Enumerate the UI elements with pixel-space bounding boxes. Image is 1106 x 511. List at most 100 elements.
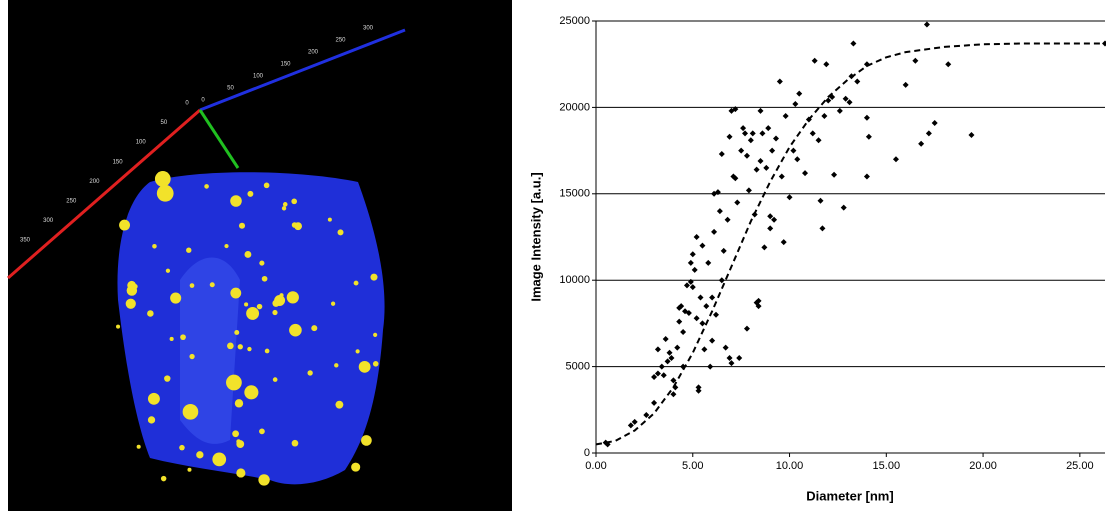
- data-point: [818, 198, 824, 204]
- nanoparticle: [274, 295, 285, 306]
- blue-axis-label: 50: [227, 86, 234, 92]
- data-point: [727, 355, 733, 361]
- data-point: [701, 346, 707, 352]
- blue-axis-label: 200: [308, 50, 319, 56]
- data-point: [728, 360, 734, 366]
- nanoparticle: [164, 375, 170, 381]
- data-point: [968, 132, 974, 138]
- data-point: [831, 172, 837, 178]
- nanoparticle: [272, 310, 277, 315]
- data-point: [771, 217, 777, 223]
- data-point: [837, 108, 843, 114]
- nanoparticle: [257, 304, 263, 310]
- nanoparticle: [152, 244, 157, 249]
- data-point: [670, 391, 676, 397]
- data-point: [696, 384, 702, 390]
- data-point: [864, 115, 870, 121]
- x-tick-label: 10.00: [776, 460, 804, 472]
- data-point: [655, 346, 661, 352]
- nanoparticle: [148, 393, 160, 405]
- data-point: [719, 151, 725, 157]
- data-point: [740, 125, 746, 131]
- nanoparticle: [116, 325, 120, 329]
- nanoparticle: [289, 324, 302, 337]
- data-point: [854, 78, 860, 84]
- nanoparticle: [180, 334, 186, 340]
- nanoparticle: [262, 276, 268, 282]
- nanoparticle: [119, 220, 130, 231]
- data-point: [676, 319, 682, 325]
- data-point: [773, 136, 779, 142]
- nanoparticle: [373, 333, 377, 337]
- red-axis-label: 350: [20, 238, 31, 244]
- nanoparticle: [246, 307, 259, 320]
- nanoparticle: [273, 377, 278, 382]
- nanoparticle: [179, 445, 185, 451]
- data-point: [823, 61, 829, 67]
- data-point: [864, 174, 870, 180]
- nanoparticle: [354, 281, 359, 286]
- data-point: [707, 364, 713, 370]
- nanoparticle: [196, 451, 203, 458]
- data-point: [759, 130, 765, 136]
- nanoparticle: [161, 476, 166, 481]
- nanoparticle: [147, 310, 154, 317]
- nanoparticle: [238, 344, 243, 349]
- data-point: [668, 355, 674, 361]
- data-point: [717, 208, 723, 214]
- data-point: [767, 213, 773, 219]
- red-axis-label: 250: [66, 198, 77, 204]
- data-point: [651, 400, 657, 406]
- data-point: [761, 244, 767, 250]
- nanoparticle: [311, 325, 317, 331]
- data-point: [709, 338, 715, 344]
- nanoparticle: [190, 283, 195, 288]
- data-point: [736, 355, 742, 361]
- data-point: [734, 199, 740, 205]
- nanoparticle: [292, 222, 298, 228]
- nanoparticle: [258, 474, 269, 485]
- data-point: [699, 320, 705, 326]
- red-axis-label: 200: [89, 179, 100, 185]
- data-point: [893, 156, 899, 162]
- nanoparticle: [224, 244, 228, 248]
- nanoparticle: [157, 185, 174, 202]
- figure: 350300250200150100500050100150200250300 …: [0, 0, 1106, 511]
- y-tick-label: 20000: [559, 101, 590, 113]
- data-point: [655, 371, 661, 377]
- data-point: [727, 134, 733, 140]
- red-axis-label: 300: [43, 218, 54, 224]
- nanoparticle: [244, 302, 248, 306]
- nanoparticle: [236, 439, 241, 444]
- blue-axis-label: 100: [253, 74, 264, 80]
- data-point: [903, 82, 909, 88]
- data-point: [699, 243, 705, 249]
- nanoparticle: [361, 435, 372, 446]
- data-point: [665, 358, 671, 364]
- data-point: [810, 130, 816, 136]
- data-point: [663, 336, 669, 342]
- data-point: [779, 174, 785, 180]
- blue-axis-label: 150: [280, 62, 291, 68]
- nanoparticle: [148, 416, 155, 423]
- data-point: [694, 234, 700, 240]
- data-point: [723, 345, 729, 351]
- x-tick-label: 5.00: [682, 460, 703, 472]
- data-point: [705, 260, 711, 266]
- data-point: [924, 21, 930, 27]
- nanoparticle: [307, 370, 312, 375]
- data-point: [711, 229, 717, 235]
- blue-axis-label: 300: [363, 26, 374, 32]
- nanoparticle: [230, 195, 242, 207]
- data-point: [748, 137, 754, 143]
- data-point: [680, 329, 686, 335]
- nanoparticle: [234, 330, 239, 335]
- data-point: [690, 284, 696, 290]
- nanoparticle: [244, 251, 251, 258]
- page: {"render": {"red_axis_labels": ["350", "…: [0, 0, 1106, 511]
- nanoparticle: [356, 349, 360, 353]
- data-point: [721, 248, 727, 254]
- data-point: [787, 194, 793, 200]
- nanoparticle: [259, 261, 264, 266]
- nanoparticle: [204, 184, 209, 189]
